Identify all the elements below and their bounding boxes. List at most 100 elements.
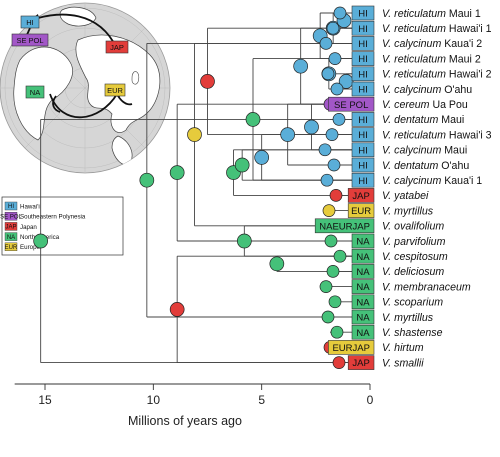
tip-epithet: membranaceum [394, 281, 471, 293]
tip-label: V. calycinum Kaua'i 2 [382, 38, 482, 50]
map-tag: HI [20, 15, 40, 29]
node-pie [187, 127, 202, 142]
tip-locality: Kaua'i 2 [441, 38, 482, 50]
tip-pie [328, 295, 342, 309]
tip-pie [319, 280, 333, 293]
tip-genus: V. [382, 297, 394, 309]
map-tag-label: SE POL [16, 36, 43, 45]
tip-genus: V. [382, 312, 394, 324]
region-badge-code: EURJAP [332, 343, 369, 354]
region-badge-code: JAP [352, 358, 369, 369]
legend-item: NA North America [4, 232, 60, 241]
tip-genus: V. [382, 99, 394, 111]
tip-locality: Hawai'i 2 [446, 69, 492, 81]
tip-label: V. myrtillus [382, 312, 434, 324]
tip-genus: V. [382, 357, 394, 369]
tip-genus: V. [382, 221, 394, 233]
tip-pie [332, 356, 346, 369]
node-pie [304, 119, 319, 135]
tip-label: V. reticulatum Hawai'i 3 [382, 129, 492, 141]
tip-locality: Maui [441, 145, 467, 157]
tip-locality: O'ahu [438, 160, 469, 172]
tip-label: V. ovalifolium [382, 221, 444, 233]
node-pie [200, 74, 215, 89]
tip-pie [325, 128, 339, 141]
tip-genus: V. [382, 175, 394, 187]
tip-label: V. reticulatum Maui 1 [382, 8, 481, 20]
region-badge-code: HI [358, 130, 368, 141]
tip-genus: V. [382, 327, 394, 339]
region-badge: SE POL [328, 96, 375, 112]
tip-pie [333, 6, 347, 20]
region-badge-code: NA [356, 328, 370, 339]
node-pie [269, 256, 285, 272]
tip-locality: Hawai'i 3 [446, 129, 492, 141]
tip-epithet: cespitosum [394, 251, 448, 263]
tip-genus: V. [382, 84, 394, 96]
region-badge: HI [351, 20, 375, 36]
tip-pie [319, 37, 333, 50]
region-badge: HI [351, 127, 375, 142]
time-axis: 15 10 5 0 [14, 383, 374, 407]
tip-epithet: deliciosum [394, 266, 444, 278]
africa-landmass [111, 135, 133, 166]
tip-genus: V. [382, 342, 394, 354]
axis-tick-label: 5 [258, 393, 265, 407]
tip-locality: Kaua'i 1 [441, 175, 482, 187]
region-badge: EUR [347, 203, 375, 218]
tip-label: V. reticulatum Hawai'i 1 [382, 23, 492, 35]
japan-landmass [131, 71, 140, 85]
region-badge-code: HI [358, 161, 368, 172]
node-pie [280, 127, 296, 142]
region-badge: HI [351, 36, 375, 51]
tip-epithet: myrtillus [394, 205, 434, 217]
region-badge: HI [351, 81, 375, 97]
tip-locality: Hawai'i 1 [446, 23, 492, 35]
tip-genus: V. [382, 114, 394, 126]
region-badge-code: HI [358, 24, 368, 35]
tip-pie [330, 82, 344, 96]
legend-code: EUR [5, 245, 18, 251]
tip-genus: V. [382, 129, 394, 141]
world-globe-map: HI SE POL JAP NA EUR [0, 2, 171, 174]
tip-epithet: yatabei [393, 190, 429, 202]
tip-label: V. reticulatum Hawai'i 2 [382, 69, 492, 81]
legend-code: HI [8, 204, 14, 210]
tip-genus: V. [382, 38, 394, 50]
node-pie [139, 172, 155, 188]
tip-epithet: hirtum [394, 342, 424, 354]
tip-locality: Ua Pou [430, 99, 468, 111]
map-tag: SE POL [11, 33, 49, 47]
tip-pie [326, 265, 340, 278]
region-badge: HI [351, 142, 375, 158]
tip-label: V. cespitosum [382, 251, 448, 263]
region-badge-code: NA [356, 237, 370, 248]
region-badge-code: HI [358, 69, 368, 80]
tip-label: V. reticulatum Maui 2 [382, 53, 481, 65]
region-badge-code: EUR [351, 206, 371, 217]
dispersal-arrow-jap-hi [37, 13, 117, 48]
map-tag-label: EUR [107, 86, 123, 95]
tip-locality: Maui 2 [446, 53, 481, 65]
tip-epithet: dentatum [394, 160, 438, 172]
region-badge: NA [351, 233, 375, 249]
region-badge-code: HI [358, 85, 368, 96]
tip-epithet: reticulatum [394, 8, 446, 20]
region-badge-code: SE POL [334, 100, 368, 111]
tip-pie [324, 234, 338, 248]
tip-genus: V. [382, 251, 394, 263]
region-badge: NA [351, 264, 375, 279]
node-pie [169, 302, 185, 317]
tip-label: V. dentatum Maui [382, 114, 464, 126]
region-badge-code: HI [358, 54, 368, 65]
node-pie [254, 150, 270, 165]
tip-epithet: calycinum [394, 38, 441, 50]
region-badge-code: HI [358, 115, 368, 126]
tip-genus: V. [382, 236, 394, 248]
tip-epithet: calycinum [394, 84, 441, 96]
tip-epithet: reticulatum [394, 129, 446, 141]
tip-pie [318, 143, 332, 157]
